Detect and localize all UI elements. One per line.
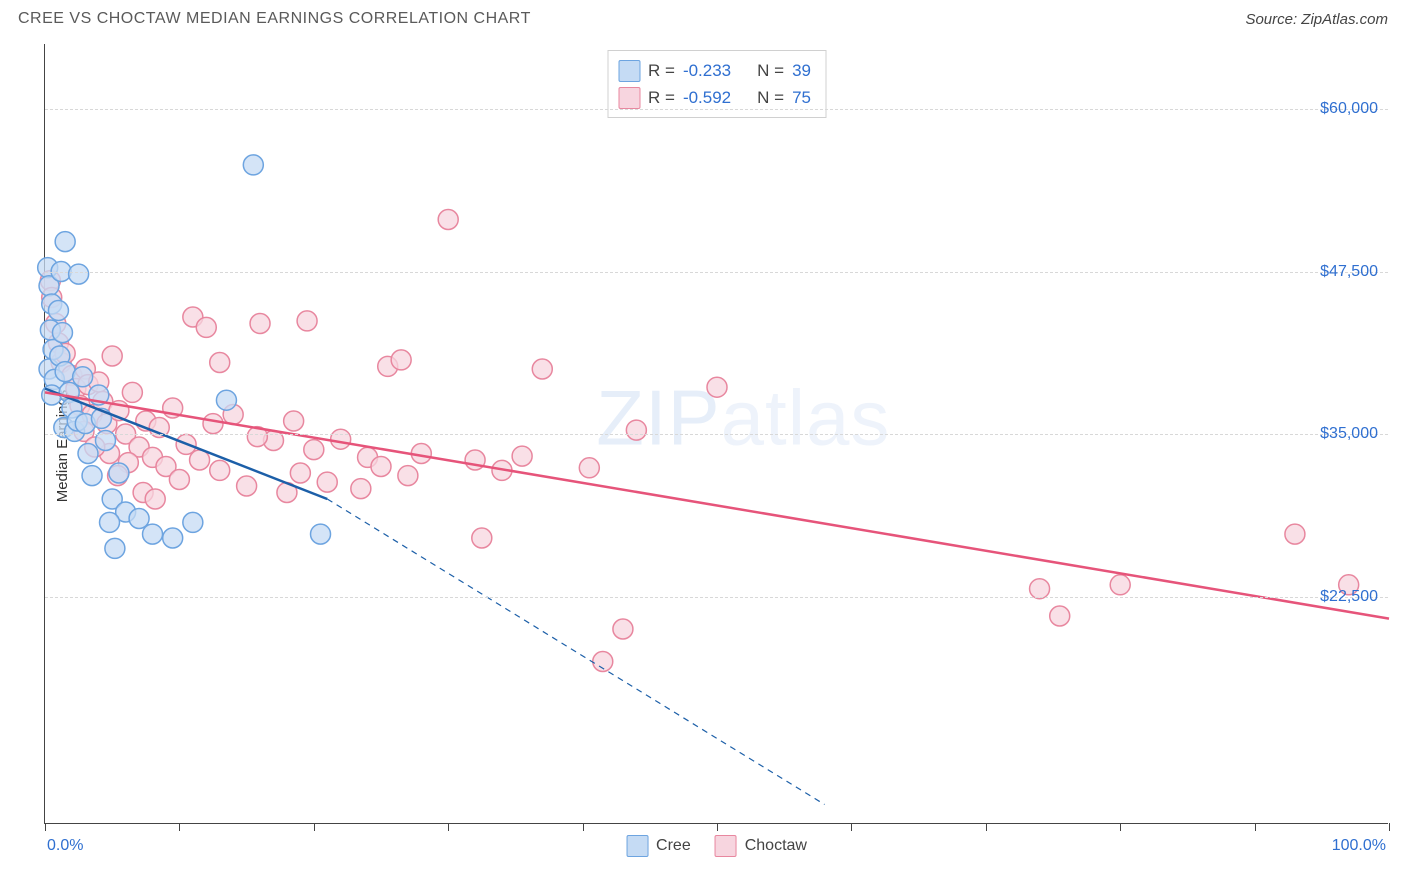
legend-swatch (618, 60, 640, 82)
data-point (210, 460, 230, 480)
data-point (331, 429, 351, 449)
data-point (1110, 575, 1130, 595)
data-point (438, 210, 458, 230)
data-point (532, 359, 552, 379)
data-point (290, 463, 310, 483)
data-point (317, 472, 337, 492)
data-point (304, 440, 324, 460)
data-point (216, 390, 236, 410)
data-point (512, 446, 532, 466)
data-point (143, 524, 163, 544)
legend-r-value: -0.233 (683, 57, 731, 84)
x-tick (314, 823, 315, 831)
data-point (183, 512, 203, 532)
trend-line-extrapolated (327, 499, 824, 805)
data-point (1285, 524, 1305, 544)
x-tick (583, 823, 584, 831)
legend-n-value: 75 (792, 84, 811, 111)
x-tick (45, 823, 46, 831)
data-point (100, 512, 120, 532)
x-tick (1255, 823, 1256, 831)
data-point (73, 367, 93, 387)
data-point (398, 466, 418, 486)
legend-n-value: 39 (792, 57, 811, 84)
legend-r-label: R = (648, 57, 675, 84)
gridline (45, 109, 1388, 110)
y-tick-label: $35,000 (1320, 425, 1378, 443)
data-point (351, 479, 371, 499)
data-point (145, 489, 165, 509)
data-point (284, 411, 304, 431)
legend-row: R = -0.233 N = 39 (618, 57, 811, 84)
data-point (52, 323, 72, 343)
data-point (169, 470, 189, 490)
data-point (243, 155, 263, 175)
legend-row: R = -0.592 N = 75 (618, 84, 811, 111)
data-point (122, 382, 142, 402)
data-point (48, 301, 68, 321)
x-axis-max-label: 100.0% (1332, 837, 1386, 855)
gridline (45, 597, 1388, 598)
x-tick (448, 823, 449, 831)
legend-n-label: N = (757, 57, 784, 84)
y-tick-label: $22,500 (1320, 588, 1378, 606)
data-point (55, 232, 75, 252)
data-point (1050, 606, 1070, 626)
data-point (237, 476, 257, 496)
data-point (707, 377, 727, 397)
data-point (163, 528, 183, 548)
x-tick (717, 823, 718, 831)
data-point (626, 420, 646, 440)
chart-title: CREE VS CHOCTAW MEDIAN EARNINGS CORRELAT… (18, 10, 531, 28)
legend-series-name: Choctaw (745, 837, 807, 855)
trend-line (45, 392, 1389, 618)
data-point (210, 353, 230, 373)
series-legend: Cree Choctaw (626, 835, 807, 857)
data-point (579, 458, 599, 478)
data-point (105, 538, 125, 558)
x-axis-min-label: 0.0% (47, 837, 83, 855)
data-point (196, 317, 216, 337)
x-tick (1120, 823, 1121, 831)
data-point (311, 524, 331, 544)
y-tick-label: $60,000 (1320, 100, 1378, 118)
x-tick (986, 823, 987, 831)
gridline (45, 272, 1388, 273)
data-point (391, 350, 411, 370)
data-point (371, 457, 391, 477)
legend-item: Cree (626, 835, 691, 857)
data-point (203, 414, 223, 434)
legend-n-label: N = (757, 84, 784, 111)
legend-swatch (618, 87, 640, 109)
data-point (69, 264, 89, 284)
x-tick (1389, 823, 1390, 831)
data-point (297, 311, 317, 331)
data-point (102, 346, 122, 366)
data-point (109, 463, 129, 483)
data-point (613, 619, 633, 639)
data-point (78, 444, 98, 464)
legend-r-value: -0.592 (683, 84, 731, 111)
x-tick (179, 823, 180, 831)
gridline (45, 434, 1388, 435)
legend-item: Choctaw (715, 835, 807, 857)
legend-series-name: Cree (656, 837, 691, 855)
x-tick (851, 823, 852, 831)
legend-swatch (626, 835, 648, 857)
source-label: Source: ZipAtlas.com (1245, 11, 1388, 28)
plot-area: ZIPatlas R = -0.233N = 39R = -0.592N = 7… (44, 44, 1388, 824)
legend-r-label: R = (648, 84, 675, 111)
legend-swatch (715, 835, 737, 857)
y-tick-label: $47,500 (1320, 263, 1378, 281)
data-point (250, 314, 270, 334)
data-point (472, 528, 492, 548)
data-point (82, 466, 102, 486)
